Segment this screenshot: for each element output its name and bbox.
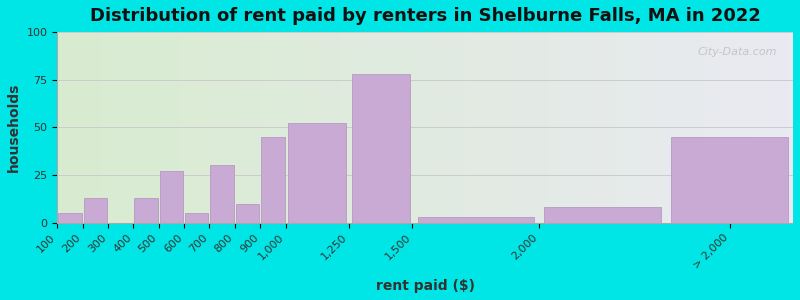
Y-axis label: households: households (7, 82, 21, 172)
Bar (236, 203, 259, 223)
Bar (210, 165, 234, 223)
Bar (418, 217, 534, 223)
Title: Distribution of rent paid by renters in Shelburne Falls, MA in 2022: Distribution of rent paid by renters in … (90, 7, 761, 25)
Bar (544, 207, 661, 223)
Bar (134, 198, 158, 223)
Bar (160, 171, 183, 223)
X-axis label: rent paid ($): rent paid ($) (376, 279, 474, 293)
Bar (262, 137, 285, 223)
Bar (58, 213, 82, 223)
Bar (84, 198, 107, 223)
Bar (671, 137, 788, 223)
Bar (351, 74, 410, 223)
Text: City-Data.com: City-Data.com (698, 47, 777, 57)
Bar (288, 124, 346, 223)
Bar (185, 213, 209, 223)
